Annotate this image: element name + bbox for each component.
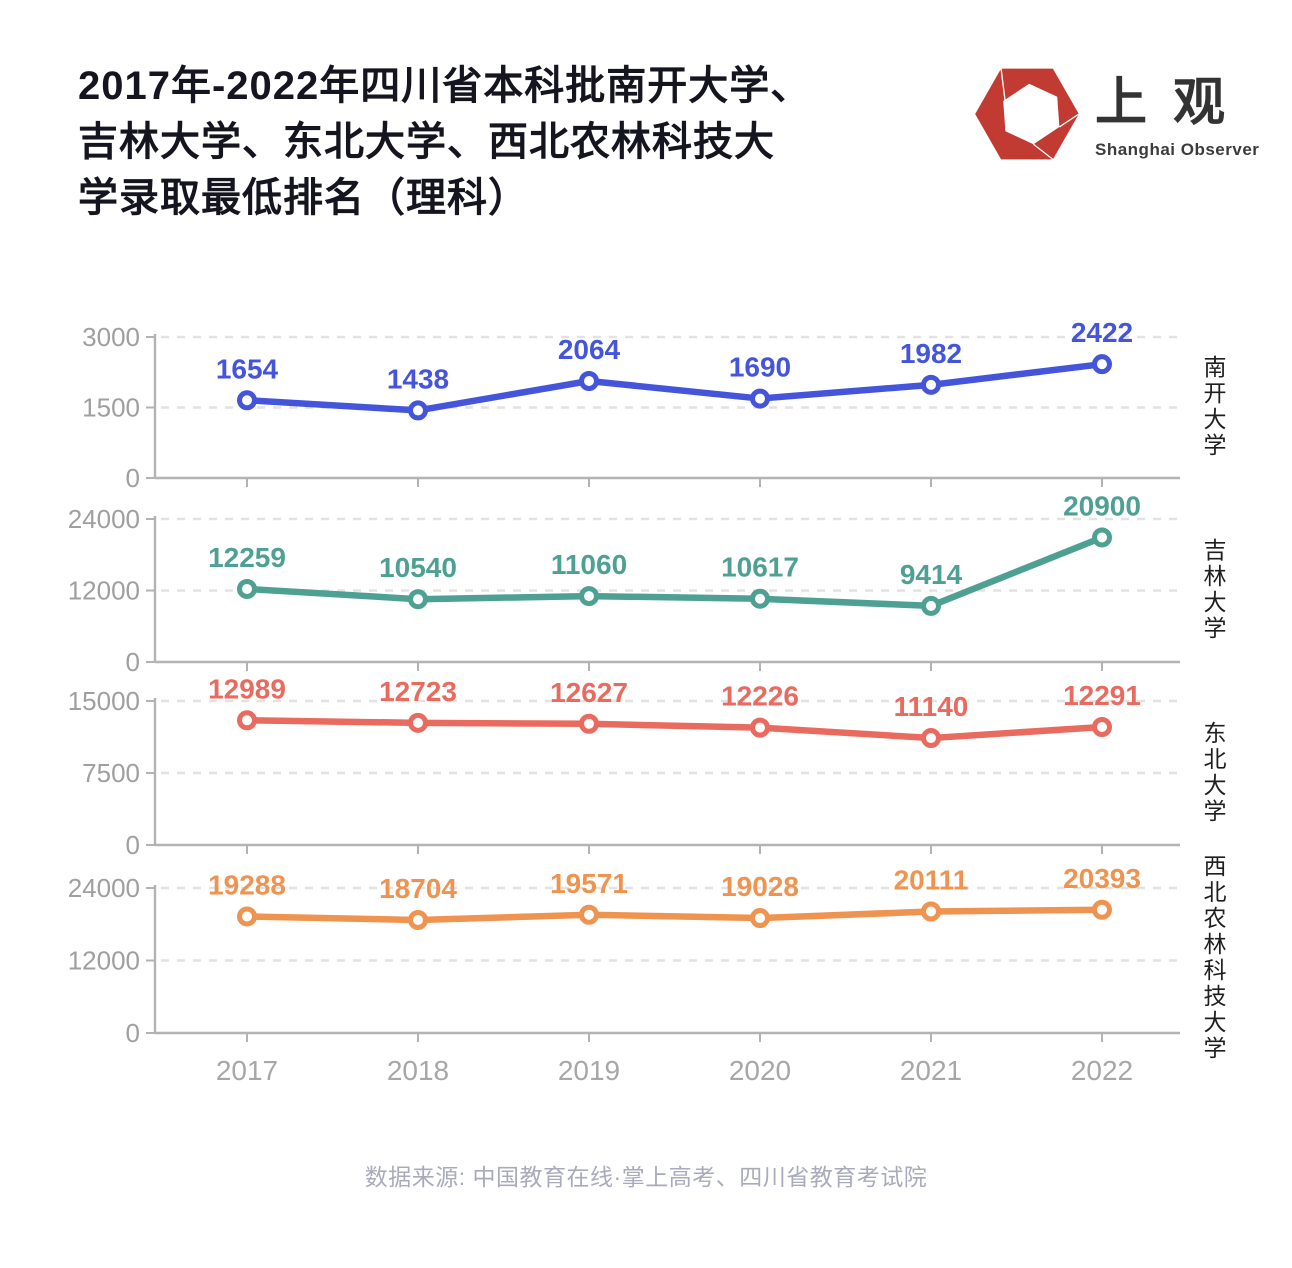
y-tick-label: 24000 bbox=[68, 873, 140, 903]
y-tick-label: 1500 bbox=[82, 393, 140, 423]
facet-label-dongbei: 东北大学 bbox=[1200, 721, 1226, 825]
data-point bbox=[237, 390, 257, 411]
data-point bbox=[579, 713, 599, 734]
data-label: 10617 bbox=[721, 552, 799, 583]
data-label: 12627 bbox=[550, 677, 628, 708]
y-tick-label: 3000 bbox=[82, 322, 140, 352]
x-axis-label: 2019 bbox=[558, 1055, 620, 1086]
data-point bbox=[750, 388, 770, 409]
subplot-0: 0 1500 3000 1654 1438 2064 1690 1982 2422 bbox=[82, 317, 1180, 493]
y-tick-label: 0 bbox=[126, 1018, 140, 1048]
facet-label-xibei: 西北农林科技大学 bbox=[1200, 854, 1226, 1062]
data-point bbox=[1092, 527, 1112, 548]
page-title: 2017年-2022年四川省本科批南开大学、 吉林大学、东北大学、西北农林科技大… bbox=[78, 64, 812, 220]
data-label: 18704 bbox=[379, 873, 457, 904]
hexagon-logo-icon bbox=[975, 68, 1080, 160]
data-label: 2422 bbox=[1071, 317, 1133, 348]
data-label: 12989 bbox=[208, 673, 286, 704]
series-line bbox=[243, 906, 1106, 924]
data-point bbox=[921, 374, 941, 395]
data-label: 12291 bbox=[1063, 680, 1141, 711]
x-axis-label: 2018 bbox=[387, 1055, 449, 1086]
data-label: 10540 bbox=[379, 552, 457, 583]
data-point bbox=[408, 712, 428, 733]
brand-logo-text: 上观 Shanghai Observer bbox=[1095, 60, 1259, 160]
x-axis-label: 2017 bbox=[216, 1055, 278, 1086]
data-point bbox=[921, 728, 941, 749]
data-label: 20900 bbox=[1063, 490, 1141, 521]
facet-label-nankai: 南开大学 bbox=[1200, 355, 1226, 459]
data-point bbox=[579, 370, 599, 391]
y-tick-label: 24000 bbox=[68, 504, 140, 534]
data-point bbox=[750, 588, 770, 609]
data-label: 11060 bbox=[551, 549, 627, 580]
data-point bbox=[750, 717, 770, 738]
data-point bbox=[408, 589, 428, 610]
brand-logo: 上观 Shanghai Observer bbox=[973, 60, 1259, 168]
data-point bbox=[237, 578, 257, 599]
data-label: 12226 bbox=[721, 681, 799, 712]
data-point bbox=[1092, 354, 1112, 375]
x-axis-label: 2021 bbox=[900, 1055, 962, 1086]
data-label: 20111 bbox=[894, 864, 969, 895]
y-tick-label: 15000 bbox=[68, 686, 140, 716]
data-label: 12723 bbox=[379, 676, 457, 707]
brand-subtitle: Shanghai Observer bbox=[1095, 140, 1260, 159]
x-axis-label: 2022 bbox=[1071, 1055, 1133, 1086]
data-point bbox=[237, 710, 257, 731]
subplot-2: 0 7500 15000 12989 12723 12627 12226 11140 12291 bbox=[68, 673, 1180, 860]
data-label: 19571 bbox=[550, 868, 628, 899]
brand-name: 上观 bbox=[1095, 75, 1252, 132]
data-label: 19288 bbox=[208, 869, 286, 900]
data-label: 9414 bbox=[900, 559, 963, 590]
y-tick-label: 0 bbox=[126, 647, 140, 677]
data-point bbox=[579, 586, 599, 607]
series-line bbox=[243, 717, 1106, 742]
subplot-1: 0 12000 24000 12259 10540 11060 10617 9414 20900 bbox=[68, 490, 1180, 677]
data-label: 20393 bbox=[1063, 863, 1141, 894]
data-label: 1690 bbox=[729, 352, 791, 383]
data-point bbox=[579, 904, 599, 925]
data-label: 1982 bbox=[900, 338, 962, 369]
y-tick-label: 7500 bbox=[82, 758, 140, 788]
data-point bbox=[408, 909, 428, 930]
data-point bbox=[921, 901, 941, 922]
data-label: 11140 bbox=[894, 691, 969, 722]
data-point bbox=[1092, 899, 1112, 920]
data-label: 19028 bbox=[721, 871, 799, 902]
data-point bbox=[408, 400, 428, 421]
data-label: 1438 bbox=[387, 363, 449, 394]
x-axis-label: 2020 bbox=[729, 1055, 791, 1086]
y-tick-label: 0 bbox=[126, 830, 140, 860]
data-point bbox=[1092, 717, 1112, 738]
y-tick-label: 12000 bbox=[68, 576, 140, 606]
series-line bbox=[243, 360, 1106, 414]
series-line bbox=[243, 534, 1106, 610]
data-label: 2064 bbox=[558, 334, 621, 365]
data-label: 1654 bbox=[216, 353, 279, 384]
data-source-note: 数据来源: 中国教育在线·掌上高考、四川省教育考试院 bbox=[364, 1164, 928, 1190]
data-point bbox=[237, 906, 257, 927]
data-point bbox=[921, 595, 941, 616]
y-tick-label: 0 bbox=[126, 463, 140, 493]
data-point bbox=[750, 908, 770, 929]
y-tick-label: 12000 bbox=[68, 946, 140, 976]
data-label: 12259 bbox=[208, 542, 286, 573]
facet-label-jilin: 吉林大学 bbox=[1200, 538, 1226, 642]
subplot-3: 0 12000 24000 19288 18704 19571 19028 20111 2039… bbox=[68, 863, 1180, 1048]
